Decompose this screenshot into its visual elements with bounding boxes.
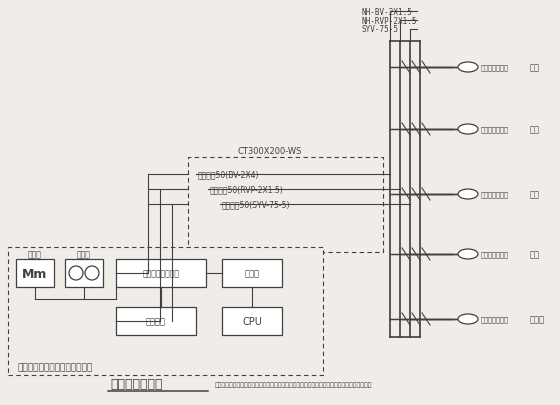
Text: 监控主机（与消防控制室合用）: 监控主机（与消防控制室合用） xyxy=(18,362,94,371)
Text: 录像机: 录像机 xyxy=(77,250,91,259)
Text: 注：如建设方二次装修时需要增设监控设备，则监控主机应增添相应配置器、主机、摄像机等。: 注：如建设方二次装修时需要增设监控设备，则监控主机应增添相应配置器、主机、摄像机… xyxy=(215,381,372,387)
Text: 二层: 二层 xyxy=(530,190,540,199)
Text: 矩阵系统扩展主机: 矩阵系统扩展主机 xyxy=(142,269,180,278)
Text: 视频监控集合点: 视频监控集合点 xyxy=(481,64,509,71)
Ellipse shape xyxy=(458,249,478,259)
Text: CT300X200-WS: CT300X200-WS xyxy=(238,147,302,156)
Text: 视频监控集合点: 视频监控集合点 xyxy=(481,316,509,322)
Circle shape xyxy=(85,266,99,280)
Bar xyxy=(222,307,282,335)
Text: CPU: CPU xyxy=(242,316,262,326)
Bar xyxy=(8,247,323,375)
Bar xyxy=(16,259,54,287)
Text: 视频线：50(SYV-75-5): 视频线：50(SYV-75-5) xyxy=(222,200,291,209)
Text: 视频监控集合点: 视频监控集合点 xyxy=(481,126,509,133)
Text: 视频监控系统图: 视频监控系统图 xyxy=(110,377,162,390)
Text: 图像切换: 图像切换 xyxy=(146,317,166,326)
Text: 监视器: 监视器 xyxy=(28,250,42,259)
Ellipse shape xyxy=(458,314,478,324)
Text: 四层: 四层 xyxy=(530,63,540,72)
Ellipse shape xyxy=(458,63,478,73)
Text: NH-RVP-2X1.5: NH-RVP-2X1.5 xyxy=(362,17,418,26)
Ellipse shape xyxy=(458,125,478,135)
Bar xyxy=(222,259,282,287)
Text: 地下室: 地下室 xyxy=(530,315,545,324)
Text: Mm: Mm xyxy=(22,267,48,280)
Text: 电源线：50(BV-2X4): 电源线：50(BV-2X4) xyxy=(198,170,259,179)
Text: 三层: 三层 xyxy=(530,125,540,134)
Text: 视频监控集合点: 视频监控集合点 xyxy=(481,191,509,198)
Text: 视频监控集合点: 视频监控集合点 xyxy=(481,251,509,258)
Ellipse shape xyxy=(458,190,478,200)
Bar xyxy=(116,307,196,335)
Text: 主控台: 主控台 xyxy=(245,269,259,278)
Circle shape xyxy=(69,266,83,280)
Text: 一层: 一层 xyxy=(530,250,540,259)
Bar xyxy=(116,259,206,287)
Bar xyxy=(65,259,103,287)
Text: SYV-75-5: SYV-75-5 xyxy=(362,26,399,34)
Text: 控制线：50(RVP-2X1.5): 控制线：50(RVP-2X1.5) xyxy=(210,185,284,194)
Text: NH-BV-2X1.5: NH-BV-2X1.5 xyxy=(362,7,413,17)
Bar xyxy=(188,158,383,252)
